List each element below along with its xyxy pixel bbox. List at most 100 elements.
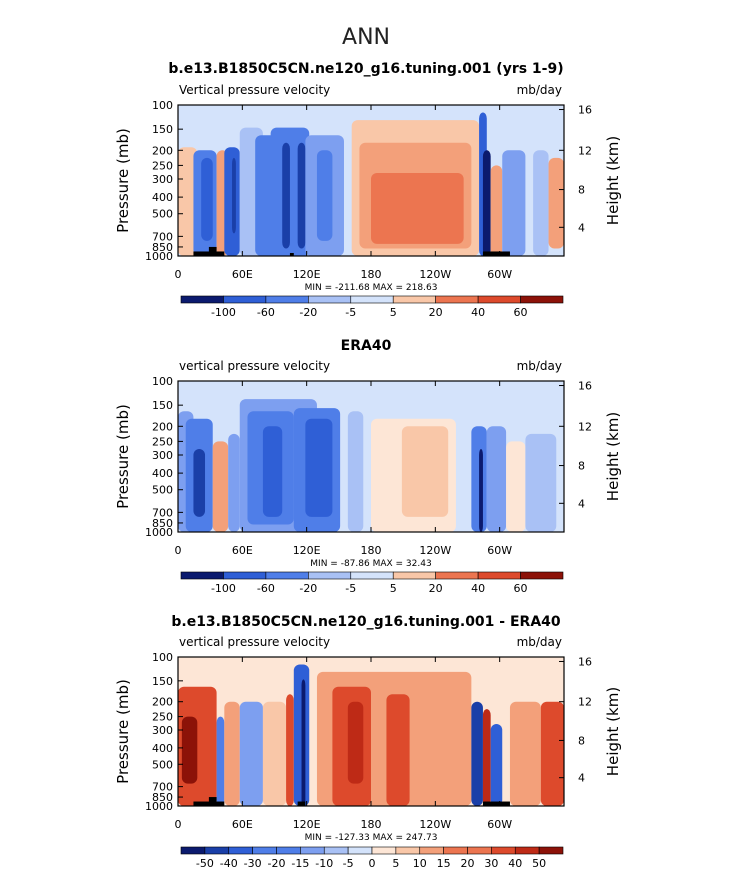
contour-band [232, 157, 236, 234]
chart-panel: ERA40 vertical pressure velocity mb/day 100… [114, 338, 622, 595]
colorbar-swatch [180, 846, 206, 855]
colorbar-label: 60 [514, 582, 528, 595]
y2-tick-label: 8 [578, 184, 585, 197]
chart-panel: b.e13.B1850C5CN.ne120_g16.tuning.001 (yr… [114, 61, 622, 319]
y-tick-label: 100 [152, 375, 173, 388]
x-tick-label: 60E [232, 268, 253, 281]
y2-tick-label: 8 [578, 734, 585, 747]
y-tick-label: 1000 [145, 250, 173, 263]
y-tick-label: 700 [152, 781, 173, 794]
colorbar: -100 -60 -20 -5 5 20 40 60 [180, 571, 564, 595]
colorbar-label: 60 [514, 306, 528, 319]
y2-tick-label: 16 [578, 380, 592, 393]
contour-band [193, 448, 206, 517]
y-tick-label: 500 [152, 758, 173, 771]
terrain-mask [482, 801, 510, 806]
chart-panel: b.e13.B1850C5CN.ne120_g16.tuning.001 - E… [114, 614, 622, 870]
contour-band [506, 441, 526, 532]
contour-band [301, 679, 306, 806]
y2-tick-label: 4 [578, 772, 585, 785]
colorbar-swatch [300, 846, 325, 855]
y-tick-label: 100 [152, 651, 173, 664]
y2-tick-label: 12 [578, 144, 592, 157]
colorbar-swatch [347, 846, 373, 855]
units-label: mb/day [517, 83, 562, 97]
contour-band [482, 709, 491, 806]
contour-field [178, 399, 557, 532]
contour-band [490, 165, 503, 256]
contour-band [228, 433, 240, 532]
x-tick-label: 60W [487, 818, 512, 831]
contour-band [548, 157, 564, 249]
contour-band [540, 701, 564, 806]
colorbar-label: -5 [345, 582, 356, 595]
colorbar-swatch [265, 571, 309, 580]
contour-band [316, 150, 333, 241]
y-tick-label: 100 [152, 99, 173, 112]
y-tick-label: 700 [152, 230, 173, 243]
y-tick-label: 850 [152, 241, 173, 254]
colorbar-swatch [252, 846, 277, 855]
y-axis-label: Pressure (mb) [114, 679, 132, 784]
contour-band [305, 418, 333, 517]
colorbar-label: -20 [299, 306, 317, 319]
x-tick-label: 0 [175, 268, 182, 281]
colorbar-label: 0 [369, 857, 376, 870]
colorbar-label: 10 [413, 857, 427, 870]
min-max-label: MIN = -127.33 MAX = 247.73 [305, 833, 438, 843]
y-tick-label: 850 [152, 791, 173, 804]
colorbar-label: 50 [532, 857, 546, 870]
colorbar-swatch [180, 571, 224, 580]
contour-band [401, 426, 449, 517]
contour-band [224, 701, 240, 806]
contour-field [178, 112, 564, 256]
y2-axis-label: Height (km) [604, 136, 622, 225]
contour-band [371, 172, 464, 244]
colorbar-swatch [435, 295, 479, 304]
colorbar-label: -100 [211, 306, 236, 319]
y2-tick-label: 16 [578, 104, 592, 117]
terrain-mask [297, 801, 306, 806]
y-axis-label: Pressure (mb) [114, 404, 132, 509]
contour-band [479, 448, 483, 532]
colorbar-label: 5 [390, 306, 397, 319]
x-tick-label: 120W [419, 818, 451, 831]
y2-axis-label: Height (km) [604, 687, 622, 776]
variable-label: vertical pressure velocity [179, 635, 330, 649]
colorbar-swatch [392, 571, 436, 580]
colorbar-swatch [443, 846, 468, 855]
colorbar-swatch [308, 295, 352, 304]
contour-band [201, 157, 213, 241]
chart-title: ERA40 [341, 338, 392, 354]
x-tick-label: 0 [175, 818, 182, 831]
colorbar-swatch [276, 846, 301, 855]
colorbar-label: -60 [257, 582, 275, 595]
x-tick-label: 60E [232, 818, 253, 831]
contour-band [282, 142, 290, 249]
x-tick-label: 180 [361, 544, 382, 557]
x-tick-label: 60W [487, 268, 512, 281]
terrain-mask [482, 251, 510, 256]
y-tick-label: 300 [152, 449, 173, 462]
colorbar-label: 20 [429, 582, 443, 595]
contour-band [471, 701, 483, 806]
y-tick-label: 250 [152, 435, 173, 448]
y-axis-label: Pressure (mb) [114, 128, 132, 233]
y-tick-label: 150 [152, 675, 173, 688]
contour-band [286, 694, 294, 806]
contour-band [262, 701, 287, 806]
colorbar-label: -10 [315, 857, 333, 870]
colorbar-swatch [323, 846, 349, 855]
min-max-label: MIN = -211.68 MAX = 218.63 [305, 283, 438, 293]
colorbar-label: 20 [461, 857, 475, 870]
colorbar-swatch [477, 571, 521, 580]
colorbar-swatch [419, 846, 444, 855]
colorbar-swatch [371, 846, 397, 855]
chart-title: b.e13.B1850C5CN.ne120_g16.tuning.001 (yr… [168, 61, 563, 77]
contour-band [486, 426, 507, 532]
x-tick-label: 180 [361, 818, 382, 831]
x-tick-label: 120E [293, 818, 321, 831]
x-tick-label: 0 [175, 544, 182, 557]
